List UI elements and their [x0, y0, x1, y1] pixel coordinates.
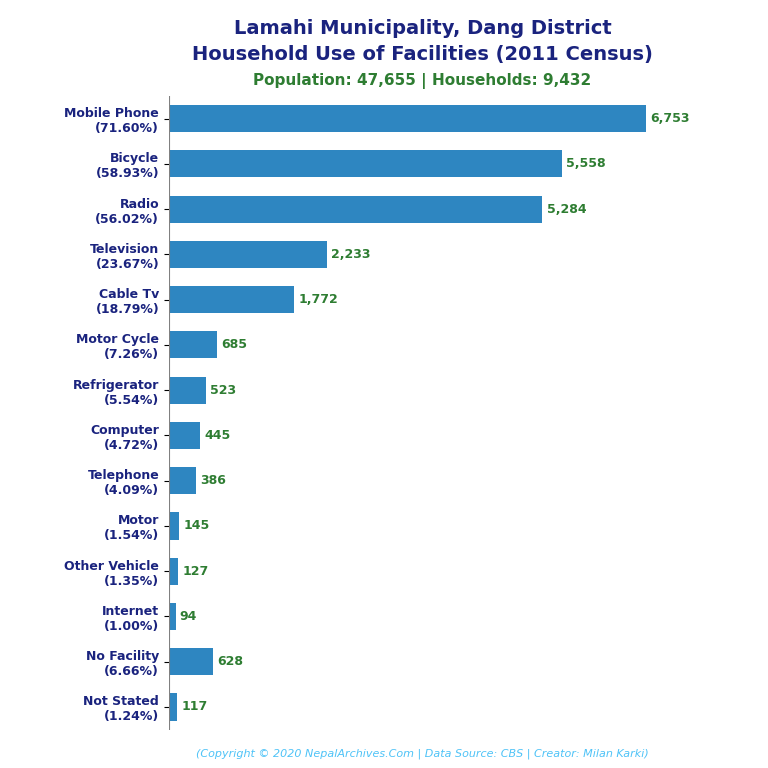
Text: 127: 127	[182, 564, 208, 578]
Bar	[169, 422, 200, 449]
Text: 2,233: 2,233	[331, 248, 370, 261]
Text: Household Use of Facilities (2011 Census): Household Use of Facilities (2011 Census…	[192, 45, 653, 64]
Bar	[169, 286, 294, 313]
Bar	[169, 648, 214, 675]
Bar	[169, 467, 197, 495]
Text: 94: 94	[180, 610, 197, 623]
Bar	[169, 196, 542, 223]
Text: 145: 145	[184, 519, 210, 532]
Text: Population: 47,655 | Households: 9,432: Population: 47,655 | Households: 9,432	[253, 73, 591, 89]
Text: 5,284: 5,284	[547, 203, 586, 216]
Bar	[169, 151, 561, 177]
Bar	[169, 376, 206, 404]
Text: 445: 445	[204, 429, 231, 442]
Text: 6,753: 6,753	[650, 112, 690, 125]
Bar	[169, 558, 178, 584]
Text: (Copyright © 2020 NepalArchives.Com | Data Source: CBS | Creator: Milan Karki): (Copyright © 2020 NepalArchives.Com | Da…	[196, 748, 649, 759]
Bar	[169, 694, 177, 720]
Text: 523: 523	[210, 384, 237, 396]
Bar	[169, 105, 646, 132]
Text: Lamahi Municipality, Dang District: Lamahi Municipality, Dang District	[233, 19, 611, 38]
Bar	[169, 603, 176, 630]
Text: 628: 628	[217, 655, 243, 668]
Text: 117: 117	[181, 700, 207, 713]
Text: 1,772: 1,772	[299, 293, 338, 306]
Bar	[169, 331, 217, 359]
Bar	[169, 241, 326, 268]
Text: 685: 685	[222, 339, 247, 352]
Text: 386: 386	[200, 474, 227, 487]
Bar	[169, 512, 179, 539]
Text: 5,558: 5,558	[566, 157, 605, 170]
